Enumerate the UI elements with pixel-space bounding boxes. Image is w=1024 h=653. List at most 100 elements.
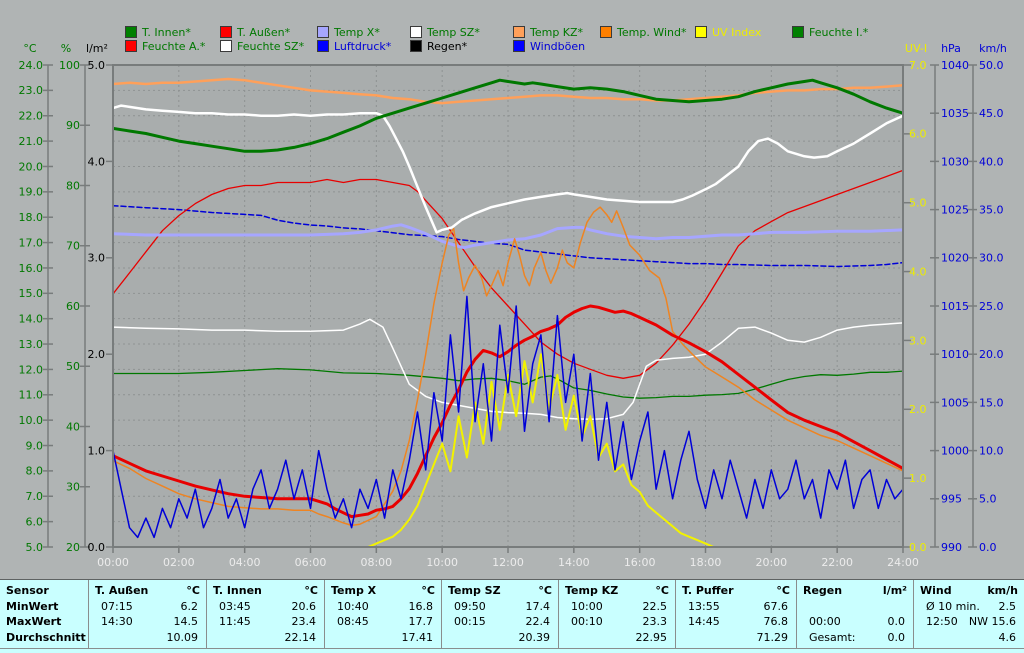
svg-text:l/m²: l/m² bbox=[86, 42, 108, 55]
sensor-name: T. Innen bbox=[213, 584, 262, 597]
sensor-unit: °C bbox=[304, 584, 318, 597]
min-value: 22.5 bbox=[642, 600, 668, 613]
avg-value: 17.41 bbox=[401, 631, 434, 644]
series-feuchte-i bbox=[112, 368, 904, 399]
sensor-unit: °C bbox=[776, 584, 790, 597]
table-cell: 00:15 22.4 bbox=[442, 614, 558, 629]
table-cell: 00:00 0.0 bbox=[797, 614, 913, 629]
svg-text:UV-I: UV-I bbox=[905, 42, 927, 55]
svg-text:24.0: 24.0 bbox=[19, 59, 44, 72]
table-cell: 13:55 67.6 bbox=[676, 599, 796, 614]
min-time: 13:55 bbox=[688, 600, 720, 613]
svg-text:20: 20 bbox=[66, 541, 80, 554]
table-cell: 14:30 14.5 bbox=[89, 614, 206, 629]
svg-text:0.0: 0.0 bbox=[88, 541, 106, 554]
svg-text:3.0: 3.0 bbox=[909, 334, 927, 347]
svg-text:995: 995 bbox=[941, 493, 962, 506]
svg-text:0.0: 0.0 bbox=[909, 541, 927, 554]
table-cell: T. Innen °C bbox=[207, 582, 324, 599]
sensor-unit: l/m² bbox=[882, 584, 907, 597]
avg-value: 10.09 bbox=[166, 631, 199, 644]
svg-text:hPa: hPa bbox=[941, 42, 961, 55]
svg-text:1030: 1030 bbox=[941, 155, 969, 168]
table-cell: 14:45 76.8 bbox=[676, 614, 796, 629]
legend-swatch bbox=[600, 26, 612, 38]
table-cell: MinWert bbox=[0, 599, 88, 614]
table-cell: Ø 10 min. 2.5 bbox=[914, 599, 1024, 614]
table-cell: 12:50 NW 15.6 bbox=[914, 614, 1024, 629]
svg-text:40.0: 40.0 bbox=[979, 155, 1004, 168]
legend-label: Temp SZ* bbox=[427, 25, 480, 39]
table-cell: Temp SZ °C bbox=[442, 582, 558, 599]
legend-item-t-au-en: T. Außen* bbox=[220, 25, 291, 39]
legend-swatch bbox=[317, 40, 329, 52]
svg-text:21.0: 21.0 bbox=[19, 135, 44, 148]
svg-text:20:00: 20:00 bbox=[755, 556, 787, 569]
chart-legend: T. Innen* T. Außen* Temp X* Temp SZ* Temp KZ… bbox=[0, 0, 1024, 58]
legend-item-temp-x: Temp X* bbox=[317, 26, 380, 39]
svg-text:7.0: 7.0 bbox=[26, 490, 44, 503]
svg-text:2.0: 2.0 bbox=[88, 348, 106, 361]
svg-text:04:00: 04:00 bbox=[229, 556, 261, 569]
legend-item-temp-sz: Temp SZ* bbox=[410, 25, 480, 39]
svg-text:15.0: 15.0 bbox=[19, 287, 44, 300]
legend-label: T. Außen* bbox=[237, 25, 291, 39]
svg-text:35.0: 35.0 bbox=[979, 203, 1004, 216]
max-time: 12:50 bbox=[926, 615, 958, 628]
max-value: 23.3 bbox=[642, 615, 668, 628]
legend-swatch bbox=[513, 26, 525, 38]
svg-text:5.0: 5.0 bbox=[909, 197, 927, 210]
table-column-t-au-en: T. Außen °C 07:15 6.2 14:30 14.5 10.09 bbox=[88, 580, 206, 648]
row-label: MinWert bbox=[6, 600, 59, 613]
sensor-name: T. Außen bbox=[95, 584, 149, 597]
table-cell: 10:00 22.5 bbox=[559, 599, 675, 614]
svg-text:90: 90 bbox=[66, 119, 80, 132]
table-cell: 17.41 bbox=[325, 629, 441, 646]
max-value: 17.7 bbox=[408, 615, 434, 628]
table-cell: 20.39 bbox=[442, 629, 558, 646]
svg-text:10.0: 10.0 bbox=[979, 444, 1004, 457]
legend-swatch bbox=[695, 26, 707, 38]
table-column-regen: Regen l/m² 00:00 0.0 Gesamt: 0.0 bbox=[796, 580, 913, 648]
svg-text:22.0: 22.0 bbox=[19, 110, 44, 123]
avg-time: Gesamt: bbox=[809, 631, 856, 644]
table-column-temp-kz: Temp KZ °C 10:00 22.5 00:10 23.3 22.95 bbox=[558, 580, 675, 648]
legend-label: T. Innen* bbox=[142, 25, 191, 39]
svg-text:100: 100 bbox=[59, 59, 80, 72]
svg-text:6.0: 6.0 bbox=[909, 128, 927, 141]
legend-swatch bbox=[125, 26, 137, 38]
max-value: 76.8 bbox=[763, 615, 789, 628]
svg-text:1.0: 1.0 bbox=[88, 444, 106, 457]
svg-text:22:00: 22:00 bbox=[821, 556, 853, 569]
min-time: 10:40 bbox=[337, 600, 369, 613]
avg-value: 0.0 bbox=[887, 631, 906, 644]
sensor-name: Wind bbox=[920, 584, 952, 597]
svg-text:1000: 1000 bbox=[941, 444, 969, 457]
svg-text:1020: 1020 bbox=[941, 252, 969, 265]
legend-item-regen: Regen* bbox=[410, 40, 467, 53]
series-windb-en bbox=[112, 295, 904, 539]
svg-text:19.0: 19.0 bbox=[19, 186, 44, 199]
table-cell: Wind km/h bbox=[914, 582, 1024, 599]
avg-value: 22.95 bbox=[635, 631, 668, 644]
svg-text:15.0: 15.0 bbox=[979, 396, 1004, 409]
legend-swatch bbox=[513, 40, 525, 52]
svg-text:18:00: 18:00 bbox=[690, 556, 722, 569]
max-value: 14.5 bbox=[173, 615, 199, 628]
legend-swatch bbox=[220, 26, 232, 38]
svg-text:1.0: 1.0 bbox=[909, 472, 927, 485]
svg-text:11.0: 11.0 bbox=[19, 389, 44, 402]
svg-text:25.0: 25.0 bbox=[979, 300, 1004, 313]
svg-text:12:00: 12:00 bbox=[492, 556, 524, 569]
legend-swatch bbox=[317, 26, 329, 38]
min-value: 17.4 bbox=[525, 600, 551, 613]
svg-text:9.0: 9.0 bbox=[26, 439, 44, 452]
svg-text:50.0: 50.0 bbox=[979, 59, 1004, 72]
legend-item-temp-kz: Temp KZ* bbox=[513, 26, 583, 39]
svg-text:°C: °C bbox=[23, 42, 37, 55]
avg-value: 71.29 bbox=[756, 631, 789, 644]
sensor-name: Temp SZ bbox=[448, 584, 501, 597]
table-column-sensor: Sensor MinWert MaxWert Durchschnitt bbox=[0, 580, 88, 648]
svg-text:1035: 1035 bbox=[941, 107, 969, 120]
svg-text:13.0: 13.0 bbox=[19, 338, 44, 351]
